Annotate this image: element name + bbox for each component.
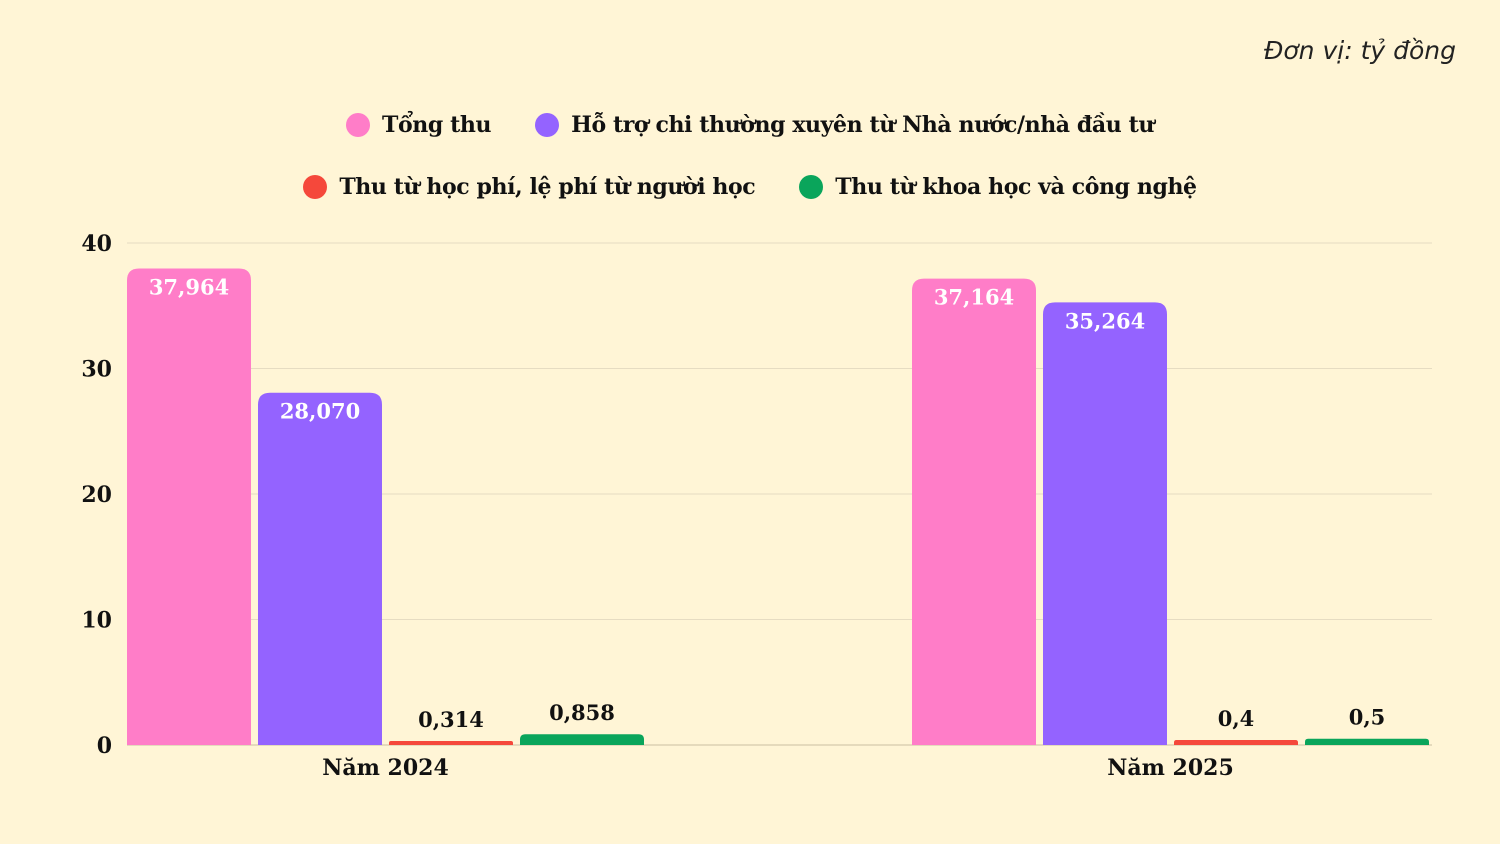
bar [1043,302,1167,745]
data-label: 28,070 [280,399,360,424]
bar [912,278,1036,745]
x-category-label: Năm 2025 [1107,755,1234,781]
legend-item-science: Thu từ khoa học và công nghệ [799,174,1197,200]
legend-item-tuition: Thu từ học phí, lệ phí từ người học [303,174,756,200]
legend-item-total: Tổng thu [346,112,491,138]
legend-swatch-state-support [535,113,560,137]
bar [520,734,644,745]
x-category-label: Năm 2024 [322,755,449,781]
legend-label-state-support: Hỗ trợ chi thường xuyên từ Nhà nước/nhà … [571,112,1154,138]
unit-label: Đơn vị: tỷ đồng [1264,36,1456,65]
bar [258,392,382,745]
bar [1305,738,1429,745]
y-tick-label: 10 [81,608,112,634]
legend-swatch-tuition [303,175,328,199]
legend-swatch-total [346,113,371,137]
legend-item-state-support: Hỗ trợ chi thường xuyên từ Nhà nước/nhà … [535,112,1154,138]
data-label: 35,264 [1065,308,1145,333]
data-label: 37,964 [149,275,229,300]
data-label: 0,858 [549,700,615,725]
legend-swatch-science [799,175,824,199]
y-tick-label: 0 [97,733,112,759]
legend-label-total: Tổng thu [382,112,492,138]
bar [389,741,513,745]
bar [127,268,251,745]
data-label: 0,314 [418,707,484,732]
legend-label-science: Thu từ khoa học và công nghệ [835,174,1197,200]
y-tick-label: 20 [81,482,112,508]
data-label: 0,5 [1349,705,1386,730]
bar [1174,739,1298,745]
y-tick-label: 30 [81,357,112,383]
data-label: 0,4 [1218,706,1255,731]
legend: Tổng thu Hỗ trợ chi thường xuyên từ Nhà … [0,112,1500,200]
legend-label-tuition: Thu từ học phí, lệ phí từ người học [339,174,756,200]
y-tick-label: 40 [81,231,112,257]
data-label: 37,164 [934,285,1014,310]
